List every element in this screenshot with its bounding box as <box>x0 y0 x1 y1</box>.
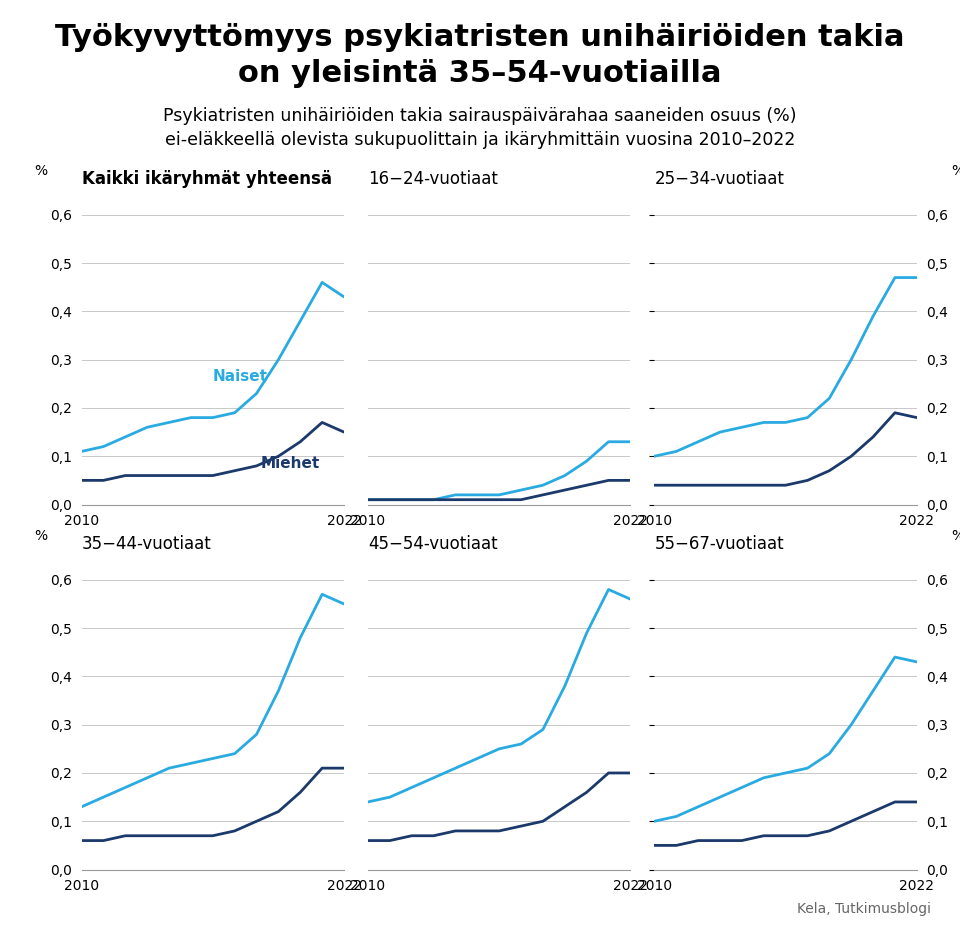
Text: Työkyvyttömyys psykiatristen unihäiriöiden takia
on yleisintä 35–54-vuotiailla: Työkyvyttömyys psykiatristen unihäiriöid… <box>56 23 904 88</box>
Text: %: % <box>35 529 47 543</box>
Text: 25−34-vuotiaat: 25−34-vuotiaat <box>655 169 784 188</box>
Text: Psykiatristen unihäiriöiden takia sairauspäivärahaa saaneiden osuus (%)
ei-eläkk: Psykiatristen unihäiriöiden takia sairau… <box>163 107 797 149</box>
Text: Kela, Tutkimusblogi: Kela, Tutkimusblogi <box>797 902 931 916</box>
Text: Naiset: Naiset <box>213 369 268 384</box>
Text: Kaikki ikäryhmät yhteensä: Kaikki ikäryhmät yhteensä <box>82 169 331 188</box>
Text: %: % <box>35 164 47 179</box>
Text: Miehet: Miehet <box>261 456 320 471</box>
Text: 16−24-vuotiaat: 16−24-vuotiaat <box>368 169 498 188</box>
Text: 35−44-vuotiaat: 35−44-vuotiaat <box>82 535 211 552</box>
Text: %: % <box>951 529 960 543</box>
Text: 45−54-vuotiaat: 45−54-vuotiaat <box>368 535 497 552</box>
Text: 55−67-vuotiaat: 55−67-vuotiaat <box>655 535 784 552</box>
Text: %: % <box>951 164 960 179</box>
